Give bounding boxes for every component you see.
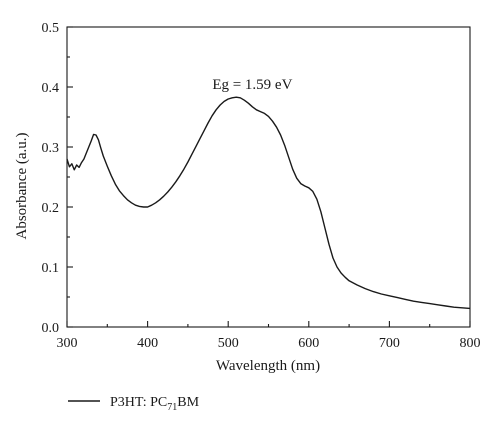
plot-border	[66, 26, 471, 328]
plot-frame	[66, 26, 471, 328]
y-tick-label: 0.4	[42, 81, 60, 96]
legend-label-tail: BM	[177, 395, 199, 410]
y-tick-label: 0.1	[42, 261, 60, 276]
x-axis-title: Wavelength (nm)	[216, 358, 320, 374]
y-tick-label: 0.2	[42, 201, 60, 216]
bandgap-annotation: Eg = 1.59 eV	[212, 77, 292, 93]
x-tick-label: 600	[298, 336, 319, 351]
y-tick-label: 0.5	[42, 21, 60, 36]
x-tick-label: 800	[460, 336, 481, 351]
legend-label-subscript: 71	[167, 402, 177, 413]
axis-ticks	[66, 26, 471, 328]
series-line-p3ht-pc71bm	[66, 96, 471, 310]
legend-label: P3HT: PC71BM	[110, 395, 200, 413]
x-tick-label: 400	[137, 336, 158, 351]
x-tick-label: 300	[57, 336, 78, 351]
y-tick-label: 0.3	[42, 141, 60, 156]
y-tick-label: 0.0	[42, 321, 60, 336]
axis-tick-labels: 300 400 500 600 700 800 0.0 0.1 0.2 0.3 0.4 0.5	[42, 21, 481, 351]
y-axis-title: Absorbance (a.u.)	[14, 132, 30, 239]
legend: P3HT: PC71BM	[68, 395, 200, 413]
legend-label-main: P3HT: PC	[110, 395, 167, 410]
x-tick-label: 700	[379, 336, 400, 351]
x-tick-label: 500	[218, 336, 239, 351]
